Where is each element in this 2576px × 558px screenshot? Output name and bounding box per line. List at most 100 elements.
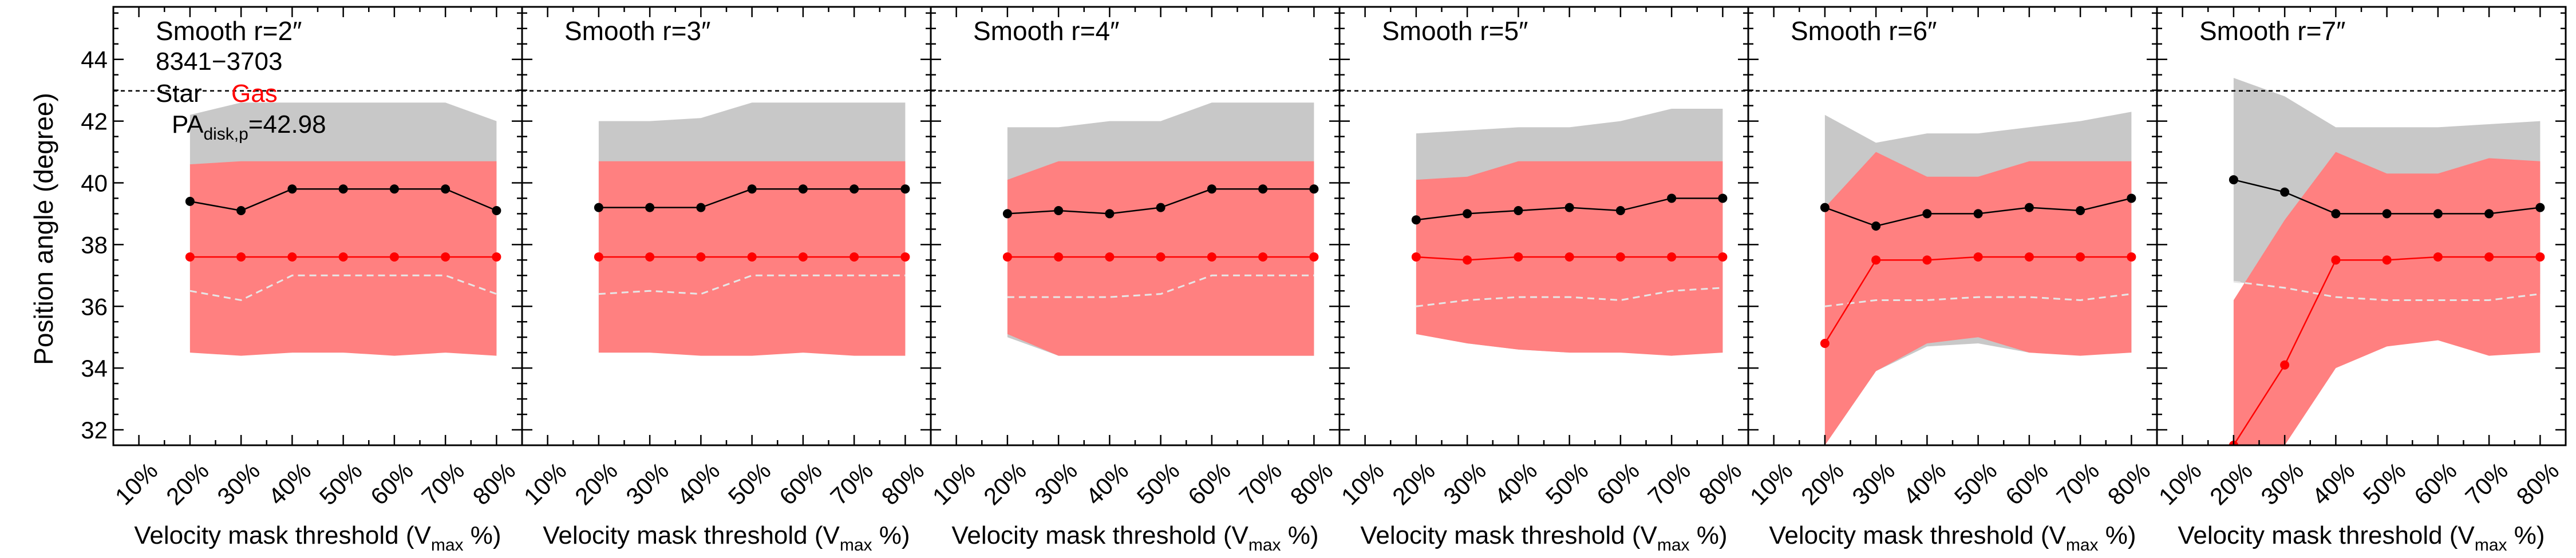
gas-data-point <box>1156 252 1165 262</box>
galaxy-id-label: 8341−3703 <box>156 48 282 76</box>
gas-data-point <box>2484 252 2494 262</box>
gas-data-point <box>696 252 706 262</box>
star-data-point <box>850 184 859 194</box>
star-data-point <box>747 184 757 194</box>
plot-area <box>931 90 1340 356</box>
y-tick-label: 36 <box>81 293 108 320</box>
x-axis-label-main: Velocity mask threshold (V <box>134 521 431 549</box>
gas-data-point <box>492 252 501 262</box>
gas-data-point <box>2535 252 2545 262</box>
star-data-point <box>1922 209 1932 219</box>
gas-data-point <box>1207 252 1216 262</box>
gas-median-line <box>2233 280 2541 301</box>
star-data-point <box>287 184 297 194</box>
panel-title: Smooth r=4″ <box>973 16 1119 46</box>
x-axis-label-main: Velocity mask threshold (V <box>1360 521 1657 549</box>
x-axis-label-sub: max <box>1249 536 1281 555</box>
x-tick-label: 50% <box>723 457 776 510</box>
x-tick-label: 30% <box>2255 457 2309 510</box>
gas-data-point <box>2382 255 2392 265</box>
star-data-point <box>1615 206 1625 216</box>
gas-data-point <box>1002 252 1012 262</box>
x-tick-label: 20% <box>1796 457 1849 510</box>
pa-value: =42.98 <box>248 110 326 138</box>
x-tick-label: 10% <box>519 457 572 510</box>
star-data-point <box>2433 209 2443 219</box>
star-data-point <box>2535 203 2545 212</box>
x-tick-label: 60% <box>774 457 827 510</box>
gas-data-point <box>747 252 757 262</box>
plot-area <box>1340 90 1748 356</box>
gas-data-point <box>1871 255 1881 265</box>
gas-data-point <box>2127 252 2136 262</box>
x-tick-label: 50% <box>2358 457 2411 510</box>
panels-group: 3234363840424410%20%30%40%50%60%70%80%Sm… <box>81 6 2567 555</box>
star-data-point <box>1463 209 1472 219</box>
gas-data-point <box>1309 252 1319 262</box>
x-axis-label: Velocity mask threshold (Vmax %) <box>543 521 910 555</box>
star-data-point <box>2280 187 2290 197</box>
star-data-point <box>2024 203 2034 212</box>
x-axis-label: Velocity mask threshold (Vmax %) <box>951 521 1318 555</box>
x-tick-label: 80% <box>2103 457 2156 510</box>
x-axis-label-sub: max <box>2066 536 2099 555</box>
x-tick-label: 60% <box>365 457 418 510</box>
x-tick-label: 60% <box>2000 457 2053 510</box>
gas-data-point <box>2280 360 2290 370</box>
x-axis-label: Velocity mask threshold (Vmax %) <box>2178 521 2545 555</box>
gas-median-line <box>1416 287 1723 307</box>
y-tick-label: 40 <box>81 169 108 196</box>
gas-data-point <box>441 252 451 262</box>
x-tick-label: 10% <box>1745 457 1798 510</box>
panel-1: 32 34 36 38 40 42 44 10%20%30%40%50%60%70%80% Sm… <box>81 6 523 555</box>
panel-title: Smooth r=5″ <box>1382 16 1528 46</box>
x-tick-label: 10% <box>110 457 163 510</box>
x-axis-label: Velocity mask threshold (Vmax %) <box>134 521 501 555</box>
y-tick-label: 44 <box>81 46 108 73</box>
x-tick-label: 40% <box>1081 457 1134 510</box>
x-tick-label: 70% <box>2460 457 2513 510</box>
star-data-point <box>2382 209 2392 219</box>
star-data-point <box>185 196 195 206</box>
x-tick-label: 40% <box>1898 457 1951 510</box>
gas-data-point <box>2024 252 2034 262</box>
x-tick-label: 60% <box>2409 457 2462 510</box>
x-tick-label: 40% <box>672 457 725 510</box>
gas-data-point <box>236 252 246 262</box>
gas-data-point <box>2076 252 2085 262</box>
y-tick-label: 32 <box>81 417 108 444</box>
x-tick-label: 20% <box>1387 457 1440 510</box>
x-axis-label-end: %) <box>872 521 910 549</box>
star-data-point <box>2484 209 2494 219</box>
x-tick-label: 80% <box>1285 457 1338 510</box>
gas-data-point <box>1718 252 1728 262</box>
gas-data-point <box>1973 252 1983 262</box>
plot-area <box>113 90 522 356</box>
x-axis-label-end: %) <box>1281 521 1319 549</box>
x-tick-label: 80% <box>2511 457 2565 510</box>
pa-disk-label: PAdisk,p=42.98 <box>172 110 326 144</box>
gas-data-point <box>1105 252 1115 262</box>
star-data-point <box>492 206 501 216</box>
x-tick-label: 70% <box>2051 457 2104 510</box>
gas-data-point <box>594 252 603 262</box>
x-tick-label: 70% <box>1642 457 1696 510</box>
star-data-point <box>1054 206 1064 216</box>
x-tick-label: 80% <box>1694 457 1747 510</box>
gas-data-point <box>1667 252 1677 262</box>
x-tick-label: 20% <box>2204 457 2258 510</box>
x-tick-label: 70% <box>825 457 878 510</box>
gas-data-point <box>645 252 655 262</box>
star-data-point <box>1564 203 1574 212</box>
x-tick-label: 20% <box>161 457 214 510</box>
x-axis-label-end: %) <box>464 521 501 549</box>
star-data-point <box>1973 209 1983 219</box>
x-tick-label: 40% <box>263 457 317 510</box>
gas-uncertainty-band <box>1824 152 2132 445</box>
star-data-point <box>441 184 451 194</box>
star-data-point <box>1871 221 1881 231</box>
x-axis-label-sub: max <box>1657 536 1690 555</box>
panel-title: Smooth r=6″ <box>1791 16 1937 46</box>
x-tick-label: 60% <box>1591 457 1645 510</box>
x-tick-label: 50% <box>1540 457 1594 510</box>
